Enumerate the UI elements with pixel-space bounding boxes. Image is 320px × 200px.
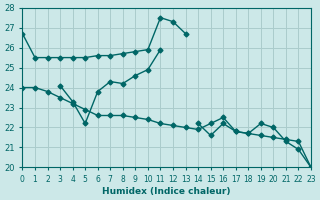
X-axis label: Humidex (Indice chaleur): Humidex (Indice chaleur) <box>102 187 231 196</box>
